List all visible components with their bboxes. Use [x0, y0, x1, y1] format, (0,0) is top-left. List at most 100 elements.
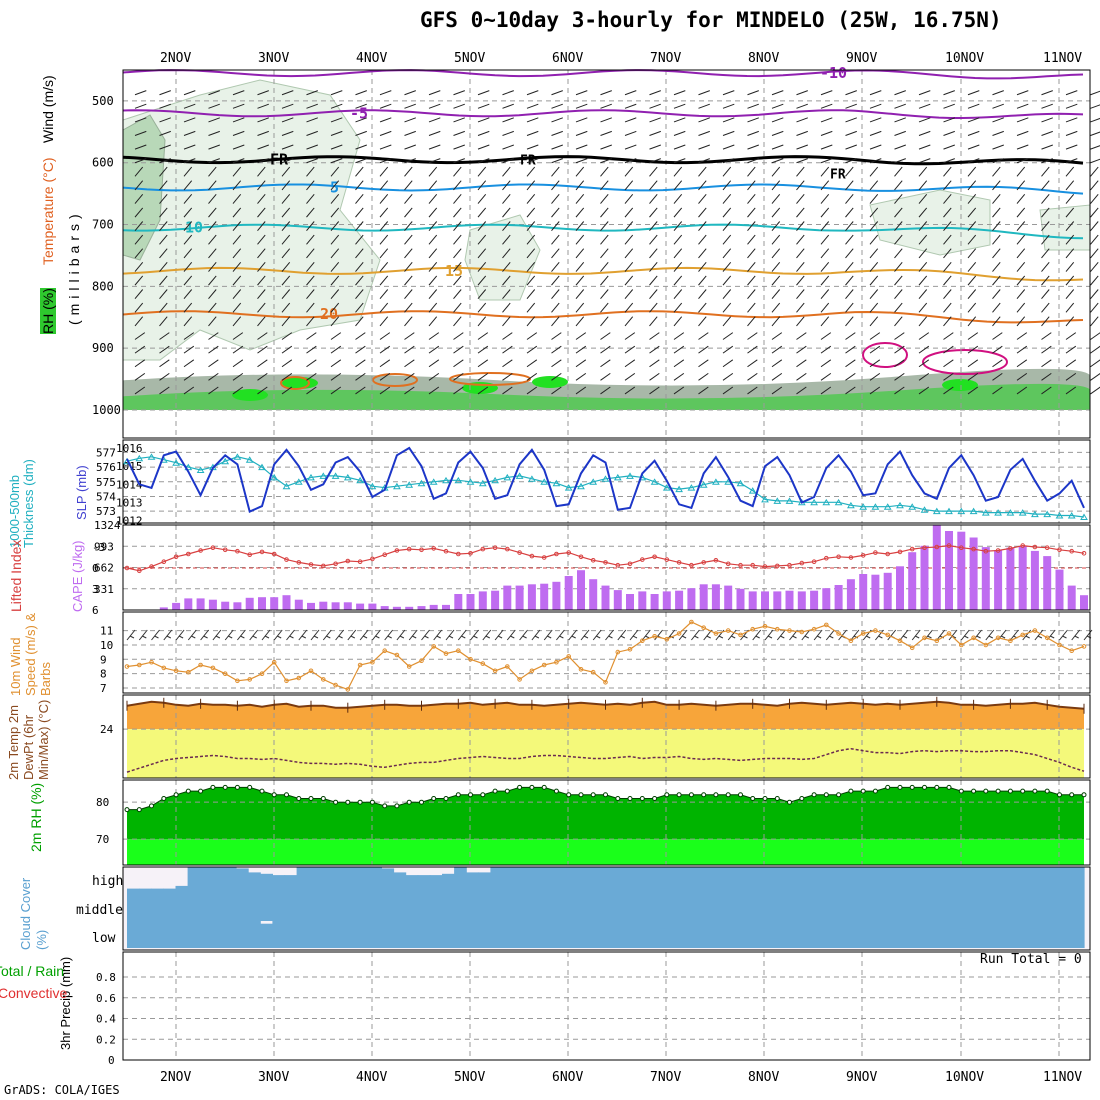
rh-tick: 70 — [96, 833, 109, 846]
cape-bar — [527, 584, 536, 610]
wind-barb — [600, 158, 612, 164]
wind-barb — [918, 117, 931, 123]
cloud-bar-low — [490, 921, 504, 948]
cloud-bar-low — [163, 921, 176, 948]
wind10-marker — [615, 649, 621, 655]
wind-barb — [967, 180, 977, 191]
wind-barb — [257, 180, 266, 191]
cloud-bar-middle — [393, 894, 407, 921]
isotherm-line — [122, 266, 1084, 282]
lifted-marker — [922, 545, 927, 551]
wind-barb — [894, 207, 903, 218]
wind-barb — [820, 275, 830, 286]
wind-barb — [183, 372, 195, 381]
thickness-marker — [932, 507, 941, 515]
wind-barb — [232, 359, 244, 368]
wind-barb — [698, 221, 707, 232]
lifted-marker — [161, 559, 167, 565]
wind10-barb — [776, 629, 786, 641]
lifted-marker — [1057, 547, 1062, 553]
wind-barb — [257, 207, 266, 218]
wind-barb — [428, 144, 441, 150]
cloud-bar-high — [308, 867, 322, 894]
thickness-marker — [245, 456, 254, 463]
wind-barb — [796, 130, 808, 136]
wind-barb — [428, 207, 438, 218]
wind-barb — [771, 221, 781, 232]
cloud-bar-middle — [1059, 894, 1073, 921]
wind-barb — [967, 130, 980, 136]
wind-barb — [600, 372, 611, 381]
wind-barb — [771, 289, 781, 300]
rh-marker — [639, 796, 645, 801]
wind-barb — [967, 289, 977, 300]
wind-barb — [159, 248, 168, 259]
wind-barb — [1041, 221, 1050, 232]
cloud-bar-low — [853, 921, 867, 948]
wind10-barb — [629, 629, 639, 641]
isotherm-line — [122, 310, 1084, 324]
wind-barb — [1090, 316, 1099, 327]
precip-tick: 0.6 — [96, 992, 116, 1005]
cape-bar — [294, 599, 303, 610]
precip-tick: 0 — [108, 1054, 115, 1067]
wind-barb — [845, 193, 854, 204]
wind-barb — [1090, 131, 1100, 136]
lifted-marker — [345, 558, 351, 564]
wind-barb — [845, 261, 854, 272]
cloud-bar-high — [744, 867, 758, 894]
lifted-marker — [983, 548, 989, 554]
pressure-tick: 1000 — [92, 403, 121, 417]
wind-barb — [796, 302, 805, 313]
cloud-bar-low — [1011, 921, 1024, 948]
wind-barb — [428, 221, 438, 232]
wind10-marker — [308, 668, 314, 674]
wind-barb — [1016, 103, 1029, 109]
wind-barb — [502, 90, 514, 96]
wind-barb — [1065, 332, 1077, 340]
wind-barb — [649, 261, 658, 272]
wind-barb — [477, 234, 487, 245]
wind-barb — [551, 144, 563, 150]
wind-barb — [1016, 386, 1028, 395]
wind-barb — [208, 302, 217, 313]
lifted-marker — [529, 553, 535, 559]
wind10-barb — [752, 629, 762, 641]
wind-barb — [894, 359, 905, 368]
wind-barb — [306, 248, 315, 259]
cape-bar — [208, 599, 217, 610]
lifted-marker — [603, 560, 608, 565]
cloud-bar-high — [732, 867, 746, 894]
wind-barb — [404, 180, 413, 191]
cloud-bar-high — [332, 867, 346, 894]
cloud-bar-low — [551, 921, 564, 948]
cloud-bar-high — [393, 872, 407, 894]
wind-barb — [992, 130, 1004, 136]
cape-bar — [552, 581, 561, 610]
cloud-bar-high — [187, 867, 201, 894]
wind10-barb — [200, 629, 209, 641]
cloud-bar-middle — [902, 894, 915, 921]
wind-barb — [869, 302, 879, 313]
slp-axis-label: SLP (mb) — [74, 465, 89, 520]
wind-barb — [1041, 359, 1052, 368]
thickness-marker — [1031, 510, 1039, 518]
wind-barb — [992, 261, 1001, 272]
wind-barb — [379, 90, 392, 96]
wind-barb — [428, 130, 441, 136]
cloud-bar-low — [684, 921, 697, 948]
lifted-marker — [615, 562, 621, 568]
wind-barb — [404, 166, 413, 177]
wind10-barb — [175, 629, 185, 641]
wind10-tick: 8 — [100, 668, 107, 681]
cloud-bar-middle — [635, 894, 649, 921]
cloud-bar-high — [538, 867, 552, 894]
wind-barb — [379, 289, 389, 300]
wind-barb — [820, 386, 832, 395]
wind-barb — [477, 117, 490, 123]
wind-barb — [747, 332, 758, 340]
wind-barb — [330, 372, 342, 381]
wind-barb — [1065, 158, 1078, 164]
omega-contour — [862, 342, 908, 368]
thickness-tick: 577 — [96, 446, 116, 459]
